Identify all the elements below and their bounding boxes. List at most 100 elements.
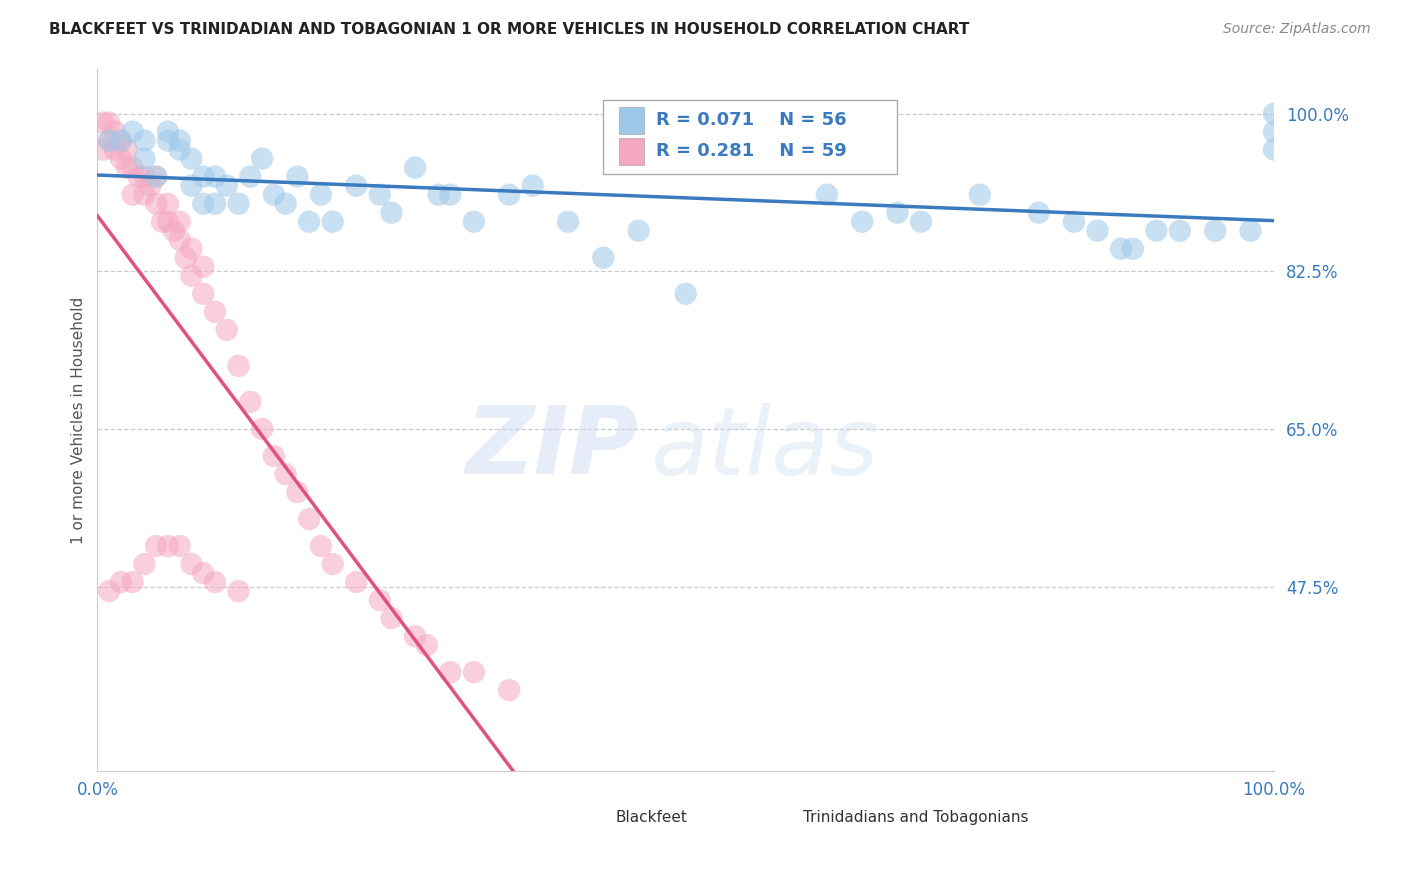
Point [110, 575, 132, 590]
Point [134, 557, 156, 571]
Point [274, 467, 297, 481]
Point [121, 125, 143, 139]
Point [815, 187, 838, 202]
Point [193, 169, 215, 184]
Point [134, 134, 156, 148]
Point [204, 169, 226, 184]
Point [193, 196, 215, 211]
Point [121, 187, 143, 202]
Point [156, 539, 179, 553]
Point [463, 665, 485, 680]
Point [274, 196, 297, 211]
Point [145, 169, 167, 184]
Point [228, 359, 250, 373]
Point [110, 134, 132, 148]
Point [344, 178, 367, 193]
Bar [619, 107, 644, 134]
Point [156, 125, 179, 139]
Point [98, 134, 121, 148]
Point [156, 134, 179, 148]
Point [139, 178, 162, 193]
Point [1122, 242, 1144, 256]
Point [228, 584, 250, 599]
Point [1168, 224, 1191, 238]
Point [309, 539, 332, 553]
Point [204, 305, 226, 319]
Point [1063, 215, 1085, 229]
Point [145, 539, 167, 553]
Bar [619, 138, 644, 165]
Text: Blackfeet: Blackfeet [614, 810, 688, 824]
Point [1109, 242, 1132, 256]
Point [115, 143, 138, 157]
Point [91, 143, 114, 157]
Point [439, 187, 461, 202]
Point [1144, 224, 1167, 238]
Point [287, 485, 309, 500]
Point [98, 134, 121, 148]
Point [404, 161, 426, 175]
Point [287, 169, 309, 184]
Point [215, 178, 238, 193]
Point [180, 557, 202, 571]
Point [1263, 125, 1285, 139]
Point [250, 152, 273, 166]
Point [368, 187, 391, 202]
Point [98, 115, 121, 129]
Point [169, 539, 191, 553]
Point [404, 629, 426, 643]
Point [427, 187, 450, 202]
Point [239, 169, 262, 184]
Point [498, 187, 520, 202]
Point [180, 242, 202, 256]
Point [128, 169, 150, 184]
Y-axis label: 1 or more Vehicles in Household: 1 or more Vehicles in Household [72, 296, 86, 543]
Text: R = 0.071    N = 56: R = 0.071 N = 56 [657, 111, 846, 128]
Point [322, 215, 344, 229]
Point [463, 215, 485, 229]
Point [121, 575, 143, 590]
Point [675, 286, 697, 301]
Bar [574, 805, 603, 830]
Point [180, 152, 202, 166]
Point [1263, 106, 1285, 120]
Point [522, 178, 544, 193]
Point [98, 584, 121, 599]
Point [163, 224, 186, 238]
Point [263, 449, 285, 463]
Point [380, 205, 402, 219]
Text: BLACKFEET VS TRINIDADIAN AND TOBAGONIAN 1 OR MORE VEHICLES IN HOUSEHOLD CORRELAT: BLACKFEET VS TRINIDADIAN AND TOBAGONIAN … [49, 22, 970, 37]
Point [368, 593, 391, 607]
Point [115, 161, 138, 175]
Point [169, 215, 191, 229]
Bar [762, 805, 792, 830]
Point [204, 575, 226, 590]
Text: atlas: atlas [651, 402, 879, 493]
Point [91, 115, 114, 129]
Point [156, 215, 179, 229]
Point [298, 512, 321, 526]
Point [1028, 205, 1050, 219]
Point [1263, 143, 1285, 157]
Point [134, 187, 156, 202]
Point [193, 260, 215, 274]
Point [145, 169, 167, 184]
Point [416, 638, 439, 652]
Point [1239, 224, 1261, 238]
Point [104, 125, 127, 139]
Point [263, 187, 285, 202]
Point [150, 215, 173, 229]
Point [557, 215, 579, 229]
Point [110, 152, 132, 166]
Point [309, 187, 332, 202]
Point [156, 196, 179, 211]
Point [121, 161, 143, 175]
Text: Source: ZipAtlas.com: Source: ZipAtlas.com [1223, 22, 1371, 37]
Point [592, 251, 614, 265]
Point [498, 683, 520, 698]
Point [104, 143, 127, 157]
Point [439, 665, 461, 680]
Point [134, 169, 156, 184]
Point [180, 268, 202, 283]
Point [886, 205, 908, 219]
